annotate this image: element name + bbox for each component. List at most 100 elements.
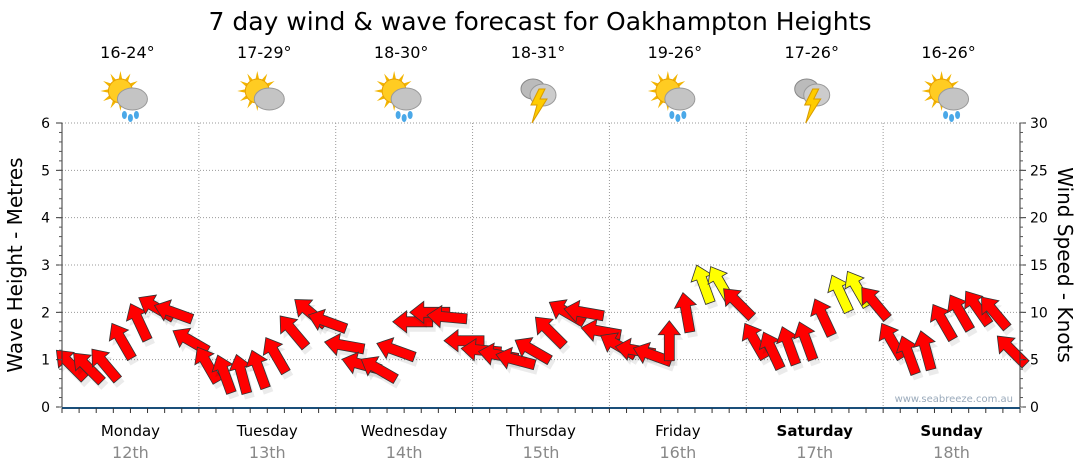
y2-tick-label: 25: [1030, 163, 1048, 179]
lightning-icon: [530, 88, 548, 124]
temperature-range: 17-29°: [237, 43, 292, 62]
date-label: 13th: [249, 443, 286, 462]
day-label: Friday: [655, 422, 701, 440]
sun-ray: [110, 73, 117, 82]
y-tick-label: 5: [41, 163, 50, 179]
date-label: 16th: [659, 443, 696, 462]
sun-ray: [124, 73, 131, 82]
cloud-icon: [116, 87, 148, 111]
day-label: Wednesday: [361, 422, 448, 440]
sun-ray: [266, 81, 275, 87]
wind-arrow: [534, 316, 568, 350]
lightning-icon: [803, 88, 822, 124]
sun-ray: [650, 95, 659, 101]
day-label: Monday: [101, 422, 160, 440]
temperature-range: 16-24°: [100, 43, 155, 62]
wind-arrow: [793, 321, 819, 362]
wind-arrow: [657, 320, 682, 362]
y-tick-label: 1: [41, 353, 50, 369]
sun-ray: [237, 89, 246, 93]
cloud-icon: [664, 87, 696, 111]
y2-tick-label: 10: [1030, 305, 1048, 321]
wind-arrow: [323, 332, 366, 357]
sun-ray: [376, 95, 385, 101]
temperature-range: 18-30°: [374, 43, 429, 62]
y2-tick-label: 0: [1030, 400, 1039, 416]
wind-arrow: [673, 291, 698, 334]
raindrop-icon: [401, 114, 407, 122]
day-label: Saturday: [777, 422, 854, 440]
sun-ray: [239, 81, 248, 87]
sun-ray: [939, 71, 944, 80]
y-tick-label: 6: [41, 116, 50, 132]
sun-ray: [924, 95, 933, 101]
watermark: www.seabreeze.com.au: [895, 394, 1013, 405]
wind-arrow: [741, 322, 770, 362]
raindrop-icon: [395, 111, 401, 119]
sun-ray: [672, 73, 678, 82]
raindrop-icon: [943, 111, 949, 119]
weather-icon-sun-cloud-rain: [374, 71, 422, 122]
sun-ray: [931, 100, 938, 109]
wind-arrow: [153, 299, 195, 325]
wind-arrow: [392, 309, 434, 334]
temperature-range: 19-26°: [648, 43, 703, 62]
sun-ray: [392, 71, 396, 80]
sun-ray: [921, 89, 930, 93]
wind-arrow: [262, 337, 291, 376]
raindrop-icon: [669, 111, 675, 119]
wind-arrow: [73, 352, 106, 386]
wind-arrow: [108, 322, 137, 362]
y2-tick-label: 30: [1030, 116, 1048, 132]
sun-ray: [666, 71, 670, 80]
weather-icon-sun-cloud: [237, 71, 285, 111]
raindrop-icon: [121, 111, 127, 119]
sun-ray: [103, 95, 112, 101]
raindrop-icon: [681, 111, 687, 119]
weather-icon-sun-cloud-rain: [921, 71, 970, 122]
wind-arrow: [861, 287, 892, 322]
raindrop-icon: [127, 114, 133, 122]
wind-arrow: [91, 348, 123, 384]
wind-arrow: [632, 341, 674, 367]
y2-tick-label: 15: [1030, 258, 1048, 274]
sun-ray: [403, 81, 412, 87]
wind-arrow: [360, 356, 399, 385]
date-label: 15th: [523, 443, 560, 462]
wind-arrow: [495, 346, 537, 371]
date-label: 14th: [386, 443, 423, 462]
y-axis-label: Wave Height - Metres: [3, 157, 27, 372]
sun-ray: [924, 81, 933, 87]
wind-arrow: [981, 296, 1012, 332]
y-tick-label: 2: [41, 305, 50, 321]
sun-ray: [374, 89, 383, 93]
y-tick-label: 3: [41, 258, 50, 274]
wind-arrow: [279, 315, 311, 351]
cloud-icon: [253, 87, 285, 111]
day-label: Sunday: [920, 422, 983, 440]
day-label: Thursday: [505, 422, 576, 440]
cloud-icon: [938, 87, 970, 111]
date-label: 18th: [933, 443, 970, 462]
wind-arrow: [810, 298, 837, 338]
sun-ray: [384, 100, 390, 109]
sun-ray: [384, 73, 390, 82]
raindrop-icon: [133, 111, 139, 119]
chart-title: 7 day wind & wave forecast for Oakhampto…: [209, 7, 872, 36]
temperature-range: 18-31°: [511, 43, 566, 62]
sun-ray: [239, 95, 248, 101]
wind-arrow: [307, 308, 349, 334]
wind-arrow: [563, 299, 605, 324]
temperature-range: 17-26°: [784, 43, 839, 62]
date-label: 12th: [112, 443, 149, 462]
sun-ray: [100, 89, 109, 93]
weather-icon-sun-cloud-rain: [100, 71, 148, 122]
sun-ray: [398, 73, 405, 82]
wind-arrow: [913, 330, 937, 372]
sun-ray: [945, 73, 952, 82]
y-tick-label: 0: [41, 400, 50, 416]
sun-ray: [247, 73, 253, 82]
weather-icon-sun-cloud-rain: [647, 71, 696, 122]
